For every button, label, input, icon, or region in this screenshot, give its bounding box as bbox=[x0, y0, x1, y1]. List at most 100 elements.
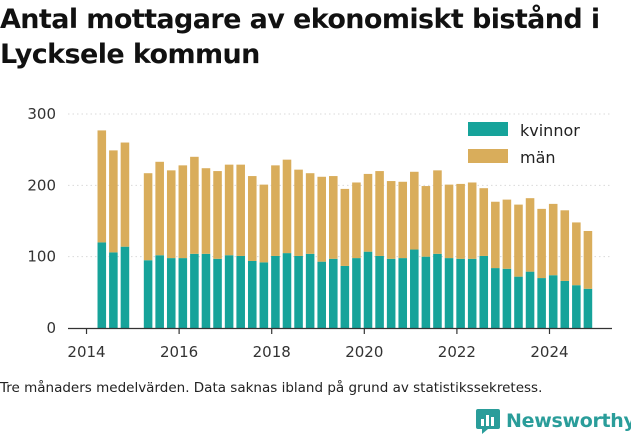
bar-man bbox=[236, 164, 245, 256]
bar-kvinnor bbox=[282, 253, 292, 328]
bar-kvinnor bbox=[375, 255, 384, 328]
bar-kvinnor bbox=[583, 288, 593, 328]
bar-man bbox=[560, 210, 570, 281]
bar-kvinnor bbox=[421, 256, 431, 328]
bar-kvinnor bbox=[178, 258, 188, 328]
bar-kvinnor bbox=[155, 255, 164, 328]
bar-kvinnor bbox=[213, 258, 222, 328]
x-tick-label: 2020 bbox=[345, 343, 383, 361]
x-tick-label: 2022 bbox=[438, 343, 476, 361]
brand-name: Newsworthy bbox=[506, 410, 631, 432]
bar-man bbox=[375, 171, 384, 256]
bar-man bbox=[456, 183, 465, 259]
bar-kvinnor bbox=[572, 285, 581, 328]
bar-man bbox=[502, 199, 512, 269]
x-tick-label: 2024 bbox=[530, 343, 568, 361]
bar-man bbox=[143, 173, 153, 261]
bar-man bbox=[352, 182, 361, 259]
newsworthy-logo-icon bbox=[476, 409, 500, 434]
bar-man bbox=[317, 176, 326, 262]
bar-man bbox=[329, 176, 338, 259]
legend-swatch-kvinnor bbox=[468, 122, 508, 136]
bar-man bbox=[190, 156, 199, 254]
bar-kvinnor bbox=[479, 255, 489, 328]
bar-man bbox=[410, 171, 419, 250]
bar-man bbox=[224, 164, 234, 256]
bar-kvinnor bbox=[363, 251, 373, 328]
bar-man bbox=[525, 198, 535, 272]
x-tick-label: 2016 bbox=[160, 343, 198, 361]
bar-man bbox=[247, 176, 257, 261]
bar-kvinnor bbox=[201, 253, 211, 328]
bar-man bbox=[572, 222, 581, 286]
bar-kvinnor bbox=[317, 261, 326, 328]
bar-man bbox=[109, 150, 118, 253]
bar-kvinnor bbox=[109, 252, 118, 328]
footnote: Tre månaders medelvärden. Data saknas ib… bbox=[0, 380, 543, 396]
bar-series bbox=[97, 130, 593, 328]
bar-man bbox=[97, 130, 107, 243]
legend-swatch-man bbox=[468, 149, 508, 163]
bar-kvinnor bbox=[386, 258, 396, 328]
bar-kvinnor bbox=[305, 253, 315, 328]
y-tick-label: 0 bbox=[46, 319, 56, 337]
legend-label-man: män bbox=[520, 148, 556, 167]
bar-chart: 0 100 200 300 2014 2016 2018 2020 2022 2024 kvinn… bbox=[27, 105, 612, 361]
bar-man bbox=[120, 142, 130, 247]
bar-kvinnor bbox=[398, 258, 408, 328]
chart-title: Antal mottagare av ekonomiskt bistånd i … bbox=[0, 4, 600, 70]
bar-kvinnor bbox=[502, 268, 512, 328]
bar-kvinnor bbox=[97, 242, 107, 328]
bar-man bbox=[363, 173, 373, 252]
bar-man bbox=[433, 170, 442, 254]
brand-logo[interactable]: Newsworthy bbox=[475, 408, 631, 434]
bar-man bbox=[305, 173, 315, 254]
bar-kvinnor bbox=[467, 258, 477, 328]
bar-kvinnor bbox=[560, 280, 570, 328]
bar-kvinnor bbox=[224, 255, 234, 328]
bar-man bbox=[514, 204, 523, 277]
bar-man bbox=[491, 201, 500, 269]
y-tick-label: 200 bbox=[27, 176, 56, 194]
bar-man bbox=[155, 161, 164, 256]
bar-man bbox=[548, 203, 558, 276]
bar-man bbox=[340, 188, 350, 266]
bar-man bbox=[421, 186, 431, 257]
bar-kvinnor bbox=[236, 255, 245, 328]
bar-man bbox=[467, 182, 477, 259]
bar-kvinnor bbox=[352, 258, 361, 328]
bar-kvinnor bbox=[166, 258, 176, 328]
bar-kvinnor bbox=[120, 246, 130, 328]
bar-man bbox=[479, 188, 489, 256]
bar-man bbox=[201, 168, 211, 254]
bar-kvinnor bbox=[525, 271, 535, 328]
bar-kvinnor bbox=[247, 260, 257, 328]
bar-kvinnor bbox=[537, 278, 546, 328]
axes: 0 100 200 300 2014 2016 2018 2020 2022 2024 bbox=[27, 105, 612, 361]
bar-man bbox=[294, 169, 303, 256]
bar-kvinnor bbox=[433, 253, 442, 328]
bar-kvinnor bbox=[548, 275, 558, 328]
x-tick-label: 2014 bbox=[67, 343, 105, 361]
bar-man bbox=[282, 159, 292, 254]
bar-man bbox=[178, 165, 188, 259]
y-tick-label: 300 bbox=[27, 105, 56, 123]
bar-man bbox=[537, 208, 546, 279]
bar-kvinnor bbox=[456, 258, 465, 328]
bar-kvinnor bbox=[259, 262, 269, 328]
bar-kvinnor bbox=[340, 265, 350, 328]
legend-label-kvinnor: kvinnor bbox=[520, 121, 580, 140]
bar-man bbox=[213, 171, 222, 259]
bar-man bbox=[259, 184, 269, 263]
bar-kvinnor bbox=[444, 258, 454, 328]
bar-man bbox=[583, 230, 593, 289]
x-tick-label: 2018 bbox=[253, 343, 291, 361]
bar-man bbox=[166, 170, 176, 259]
y-tick-label: 100 bbox=[27, 248, 56, 266]
bar-kvinnor bbox=[514, 276, 523, 328]
bar-kvinnor bbox=[271, 255, 280, 328]
bar-kvinnor bbox=[143, 260, 153, 328]
bar-man bbox=[271, 165, 280, 256]
bar-kvinnor bbox=[329, 258, 338, 328]
bar-kvinnor bbox=[410, 249, 419, 328]
